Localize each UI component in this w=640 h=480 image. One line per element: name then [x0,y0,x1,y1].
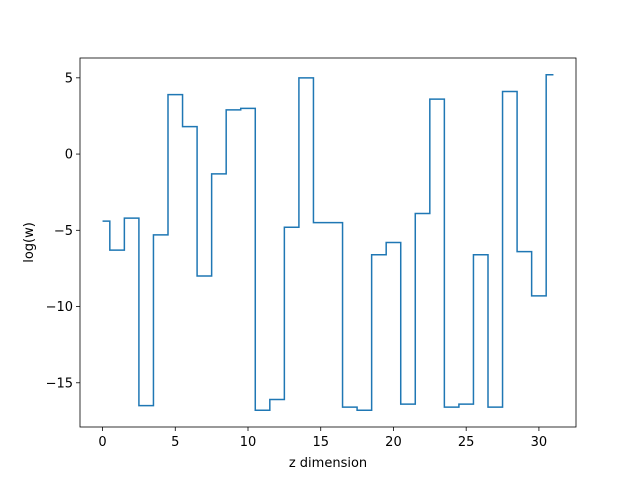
y-tick-label: −5 [54,224,73,239]
y-tick-label: −15 [46,376,73,391]
y-tick-label: 5 [65,71,73,86]
y-tick-label: −10 [46,300,73,315]
x-tick-label: 15 [312,435,329,450]
y-tick-label: 0 [65,148,73,163]
series-line [102,74,554,411]
x-tick-label: 0 [98,435,106,450]
x-tick-label: 5 [171,435,179,450]
x-tick-label: 30 [531,435,548,450]
x-tick-label: 20 [385,435,402,450]
x-tick-label: 25 [458,435,475,450]
x-tick-label: 10 [240,435,257,450]
y-axis-ticks: 5 0 −5 −10 −15 [46,71,80,391]
x-axis-label: z dimension [289,456,367,471]
axes-frame [79,57,577,428]
plot-area [102,74,554,411]
y-axis-label: log(w) [22,222,37,263]
x-axis-ticks: 0 5 10 15 20 25 30 [98,427,547,450]
